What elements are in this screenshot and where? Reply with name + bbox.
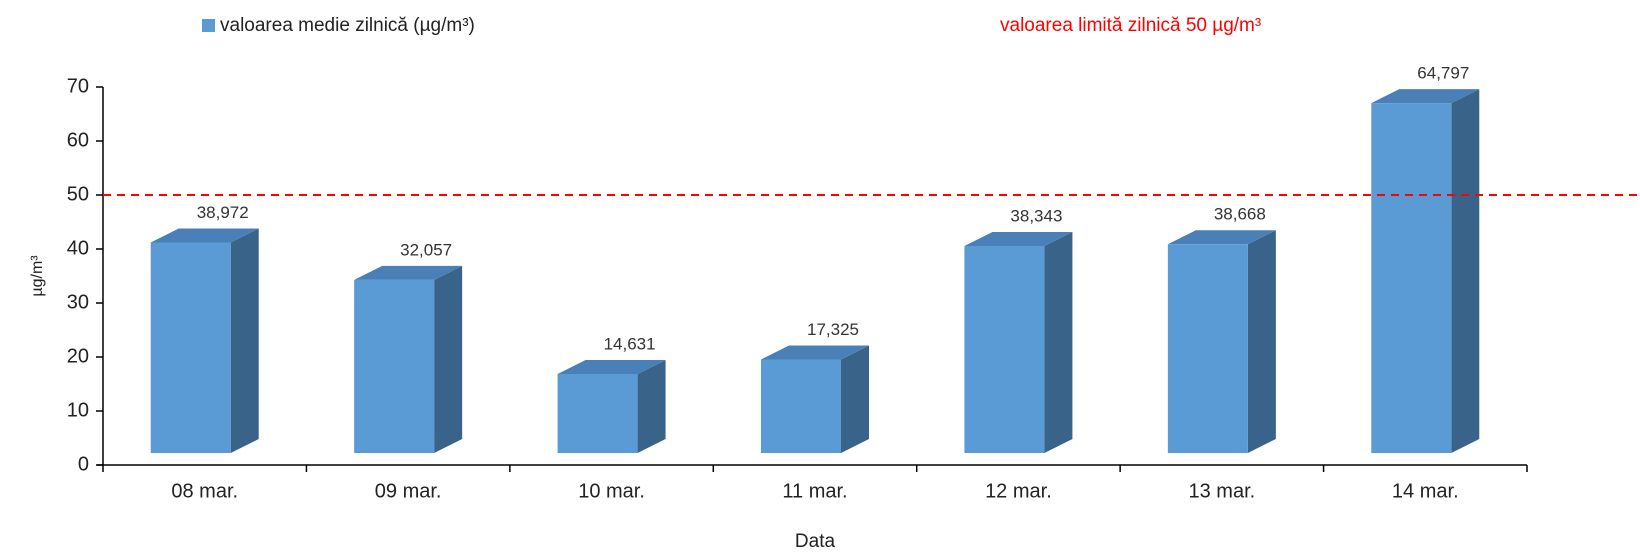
value-label: 14,631: [604, 334, 656, 353]
legend-swatch: [202, 19, 215, 32]
y-tick-label: 60: [67, 129, 89, 151]
bar-side: [230, 228, 259, 453]
value-label: 38,343: [1010, 206, 1062, 225]
bar-front: [761, 359, 841, 453]
bar-front: [354, 279, 435, 453]
x-tick-label: 09 mar.: [375, 480, 442, 502]
legend-label: valoarea medie zilnică (µg/m³): [220, 15, 475, 36]
y-tick-label: 20: [67, 345, 89, 367]
value-label: 64,797: [1417, 64, 1469, 83]
bar-side: [1451, 89, 1480, 454]
bar-top: [1371, 89, 1480, 104]
y-tick-label: 30: [67, 291, 89, 313]
bar-top: [557, 359, 666, 374]
bar-top: [354, 265, 463, 280]
bar: [1167, 230, 1276, 453]
bar: [1371, 89, 1480, 454]
bar-side: [637, 359, 666, 453]
x-tick-label: 13 mar.: [1189, 480, 1256, 502]
bar-side: [1247, 230, 1276, 453]
bar-front: [1371, 103, 1452, 454]
x-tick-label: 08 mar.: [171, 480, 238, 502]
value-label: 38,972: [197, 203, 249, 222]
y-axis-label: µg/m³: [29, 255, 46, 297]
x-tick-label: 12 mar.: [985, 480, 1052, 502]
y-tick-label: 10: [67, 399, 89, 421]
value-label: 38,668: [1214, 205, 1266, 224]
bar-top: [1167, 230, 1276, 245]
bar-front: [1167, 244, 1248, 453]
value-label: 17,325: [807, 320, 859, 339]
bar-front: [150, 242, 231, 453]
x-tick-label: 10 mar.: [578, 480, 645, 502]
bar-front: [557, 373, 638, 453]
bar-top: [964, 231, 1073, 246]
bar-front: [964, 245, 1045, 453]
bar: [964, 231, 1073, 453]
bar-top: [761, 345, 869, 360]
y-tick-label: 50: [67, 183, 89, 205]
bar-side: [1044, 231, 1073, 453]
bar-top: [150, 228, 259, 243]
bar-side: [841, 345, 869, 453]
y-tick-label: 70: [67, 75, 89, 97]
bar: [150, 228, 259, 453]
x-axis-label: Data: [795, 531, 836, 552]
reference-label: valoarea limită zilnică 50 µg/m³: [1000, 15, 1261, 36]
y-tick-label: 40: [67, 237, 89, 259]
bar-side: [434, 265, 463, 453]
bar: [761, 345, 869, 453]
x-tick-label: 11 mar.: [782, 480, 847, 502]
bar: [557, 359, 666, 453]
bar: [354, 265, 463, 453]
y-tick-label: 0: [78, 453, 89, 475]
x-tick-label: 14 mar.: [1392, 480, 1459, 502]
value-label: 32,057: [400, 240, 452, 259]
